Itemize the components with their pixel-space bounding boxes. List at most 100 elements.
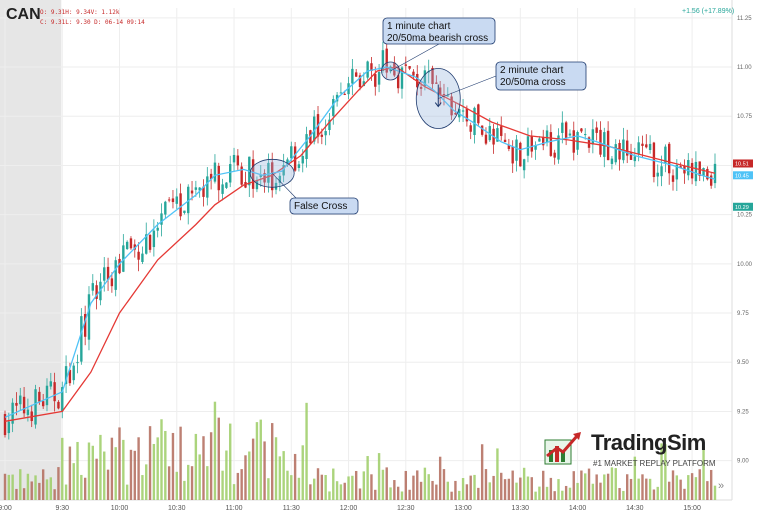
candle-body <box>22 396 26 414</box>
candle-body <box>694 161 698 182</box>
candle-body <box>271 162 274 191</box>
x-tick-label: 14:30 <box>626 505 644 512</box>
candle-body <box>629 152 633 160</box>
candle-body <box>500 126 503 136</box>
volume-bar <box>683 488 686 500</box>
volume-bar <box>312 478 316 500</box>
volume-bar <box>156 437 159 500</box>
volume-bar <box>324 475 327 500</box>
volume-bar <box>248 451 251 500</box>
volume-bar <box>152 443 156 500</box>
candle-body <box>553 152 556 158</box>
candle-body <box>221 184 224 194</box>
candle-body <box>15 402 18 406</box>
candle-body <box>511 146 514 164</box>
candle-body <box>637 142 640 155</box>
volume-bar <box>206 466 209 500</box>
y-tick-label: 11.25 <box>737 16 752 22</box>
candle-body <box>87 294 91 340</box>
volume-bar <box>267 478 270 500</box>
volume-bar <box>370 474 373 500</box>
volume-bar <box>591 483 595 500</box>
volume-bar <box>473 474 476 500</box>
volume-bar <box>3 473 7 500</box>
candle-body <box>568 133 572 136</box>
volume-bar <box>343 482 346 500</box>
volume-bar <box>442 469 446 500</box>
volume-bar <box>225 450 228 500</box>
candle-body <box>354 72 358 77</box>
ticker-symbol: CAN <box>6 6 41 23</box>
volume-bar <box>114 447 117 500</box>
x-tick-label: 10:30 <box>168 505 186 512</box>
candle-body <box>49 381 53 387</box>
ma50-line <box>4 66 716 422</box>
volume-bar <box>713 485 717 500</box>
candle-body <box>148 234 152 250</box>
candle-body <box>645 144 648 148</box>
candle-body <box>667 143 671 174</box>
volume-bar <box>610 467 614 500</box>
candle-body <box>343 93 346 95</box>
volume-bar <box>232 484 236 500</box>
x-tick-label: 9:00 <box>0 505 12 512</box>
candle-body <box>225 182 228 188</box>
candle-body <box>274 182 278 190</box>
volume-bar <box>477 487 480 500</box>
candle-body <box>95 285 98 299</box>
candle-body <box>91 283 94 291</box>
volume-bar <box>706 481 709 500</box>
volume-bar <box>236 472 240 500</box>
candle-body <box>626 140 629 156</box>
candle-body <box>53 382 56 402</box>
candle-body <box>469 125 472 132</box>
volume-bar <box>606 473 610 500</box>
candle-body <box>351 68 354 84</box>
candle-body <box>679 166 682 169</box>
candle-body <box>362 81 366 87</box>
annotation-box <box>495 61 587 91</box>
scroll-right-icon[interactable]: » <box>718 480 725 492</box>
volume-bar <box>679 479 682 500</box>
x-tick-label: 11:00 <box>226 505 243 512</box>
volume-bar <box>217 417 220 500</box>
volume-bar <box>64 484 68 500</box>
volume-bar <box>255 422 259 500</box>
candle-body <box>286 159 289 165</box>
candle-body <box>167 199 171 201</box>
candle-body <box>179 193 182 217</box>
volume-bar <box>660 443 663 500</box>
volume-bar <box>316 468 320 500</box>
candle-body <box>580 128 583 132</box>
volume-bar <box>347 476 350 500</box>
volume-bar <box>305 402 308 500</box>
candle-body <box>38 391 41 402</box>
volume-bar <box>496 448 499 500</box>
x-tick-label: 14:00 <box>569 505 587 512</box>
candle-body <box>175 196 178 204</box>
volume-bar <box>694 477 698 500</box>
volume-bar <box>377 453 381 500</box>
candle-body <box>301 156 304 164</box>
x-tick-label: 13:00 <box>454 505 472 512</box>
volume-bar <box>240 469 243 500</box>
volume-bar <box>526 476 530 500</box>
volume-bar <box>645 478 648 500</box>
chart-logo-icon <box>544 432 581 465</box>
candle-body <box>103 267 106 281</box>
candle-body <box>690 162 694 179</box>
last-price-tag <box>733 202 753 211</box>
last-price-tag <box>733 159 753 168</box>
candle-body <box>183 210 186 213</box>
candle-body <box>339 92 343 94</box>
candle-body <box>545 130 549 143</box>
volume-bar <box>99 434 102 500</box>
candle-body <box>160 213 163 225</box>
volume-bar <box>190 466 194 500</box>
candle-body <box>366 61 369 78</box>
volume-bar <box>106 469 110 500</box>
x-tick-label: 11:30 <box>283 505 300 512</box>
candle-body <box>530 136 533 152</box>
volume-bar <box>603 474 606 500</box>
